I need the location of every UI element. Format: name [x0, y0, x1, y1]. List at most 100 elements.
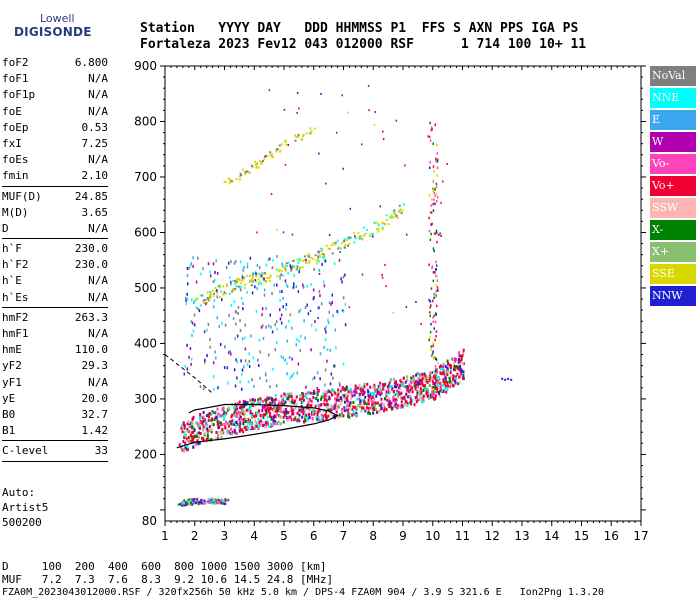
spread-echo: [263, 277, 265, 281]
trace-point: [392, 405, 395, 409]
trace-point: [325, 391, 328, 395]
trace-point: [324, 415, 327, 419]
trace-point: [411, 386, 414, 390]
spread-echo: [281, 264, 284, 268]
param-value: 7.25: [81, 136, 109, 150]
trace-point: [355, 411, 358, 415]
trace-point: [381, 387, 384, 391]
trace-point: [335, 408, 338, 412]
sparse-echo: [287, 144, 290, 147]
spread-echo: [315, 328, 317, 332]
trace-point: [257, 410, 260, 414]
y-tick-label: 300: [134, 392, 157, 406]
second-hop-point: [235, 281, 238, 284]
trace-point: [277, 402, 280, 406]
x-tick-label: 7: [340, 529, 348, 543]
low-echo: [194, 502, 197, 505]
trace-point: [210, 411, 213, 415]
low-echo: [181, 502, 184, 505]
param-name: foEp: [2, 120, 29, 134]
second-hop-point: [381, 226, 384, 229]
trace-point: [273, 422, 276, 426]
y-tick-label: 400: [134, 336, 157, 350]
trace-point: [421, 376, 424, 380]
trace-point: [245, 428, 248, 432]
sparse-echo: [405, 306, 408, 309]
sparse-echo: [270, 192, 273, 195]
param-name: foF2: [2, 56, 29, 69]
column-echo: [429, 139, 432, 142]
column-echo: [429, 238, 432, 242]
trace-point: [352, 409, 355, 413]
third-hop-point: [272, 156, 275, 159]
trace-point: [305, 413, 308, 417]
low-echo: [217, 502, 220, 505]
third-hop-point: [269, 151, 272, 154]
second-hop-point: [307, 255, 310, 258]
trace-point: [415, 400, 418, 404]
second-hop-point: [226, 285, 229, 288]
trace-point: [302, 398, 305, 402]
trace-point: [398, 404, 401, 408]
column-echo: [434, 123, 437, 127]
second-hop-point: [284, 269, 287, 272]
second-hop-point: [249, 279, 252, 282]
spread-echo: [263, 288, 266, 292]
trace-point: [216, 422, 219, 426]
trace-point: [428, 383, 431, 387]
trace-point: [413, 384, 416, 388]
trace-point: [345, 385, 348, 389]
trace-point: [263, 425, 266, 429]
spread-echo: [254, 285, 256, 289]
trace-point: [413, 403, 416, 407]
trace-point: [186, 439, 189, 443]
column-echo: [433, 385, 435, 389]
trace-point: [345, 387, 348, 391]
trace-point: [182, 423, 185, 427]
second-hop-point: [347, 237, 350, 240]
spread-echo: [214, 350, 216, 354]
trace-point: [393, 404, 396, 408]
second-hop-point: [261, 271, 264, 274]
trace-point: [211, 422, 214, 426]
trace-point: [276, 422, 279, 426]
spread-echo: [189, 347, 192, 351]
trace-point: [390, 401, 393, 405]
second-hop-point: [239, 286, 242, 289]
low-echo: [213, 498, 216, 501]
trace-point: [352, 400, 355, 404]
spread-echo: [314, 320, 316, 324]
trace-point: [346, 402, 349, 406]
second-hop-point: [237, 277, 240, 280]
third-hop-point: [240, 174, 243, 177]
trace-point: [316, 414, 319, 418]
trace-point: [308, 416, 311, 420]
trace-point: [408, 394, 411, 398]
trace-point: [242, 422, 245, 426]
trace-point: [272, 398, 275, 402]
trace-point: [449, 363, 452, 367]
param-value: N/A: [88, 104, 108, 118]
second-hop-point: [399, 208, 402, 211]
trace-point: [206, 433, 209, 437]
trace-point: [192, 445, 195, 449]
spread-echo: [212, 387, 215, 391]
trace-point: [264, 408, 267, 412]
spread-echo: [292, 282, 295, 286]
trace-point: [234, 405, 237, 409]
spread-echo: [248, 359, 251, 363]
x-tick-label: 2: [191, 529, 199, 543]
trace-point: [339, 389, 342, 393]
trace-point: [418, 378, 421, 382]
trace-point: [359, 385, 362, 389]
spread-echo: [324, 259, 327, 263]
trace-point: [234, 407, 237, 411]
trace-point: [339, 397, 342, 401]
second-hop-point: [213, 292, 216, 295]
second-hop-point: [343, 246, 346, 249]
trace-point: [364, 409, 367, 413]
trace-point: [373, 383, 376, 387]
spread-echo: [183, 372, 186, 376]
trace-point: [204, 423, 207, 427]
trace-point: [222, 406, 225, 410]
